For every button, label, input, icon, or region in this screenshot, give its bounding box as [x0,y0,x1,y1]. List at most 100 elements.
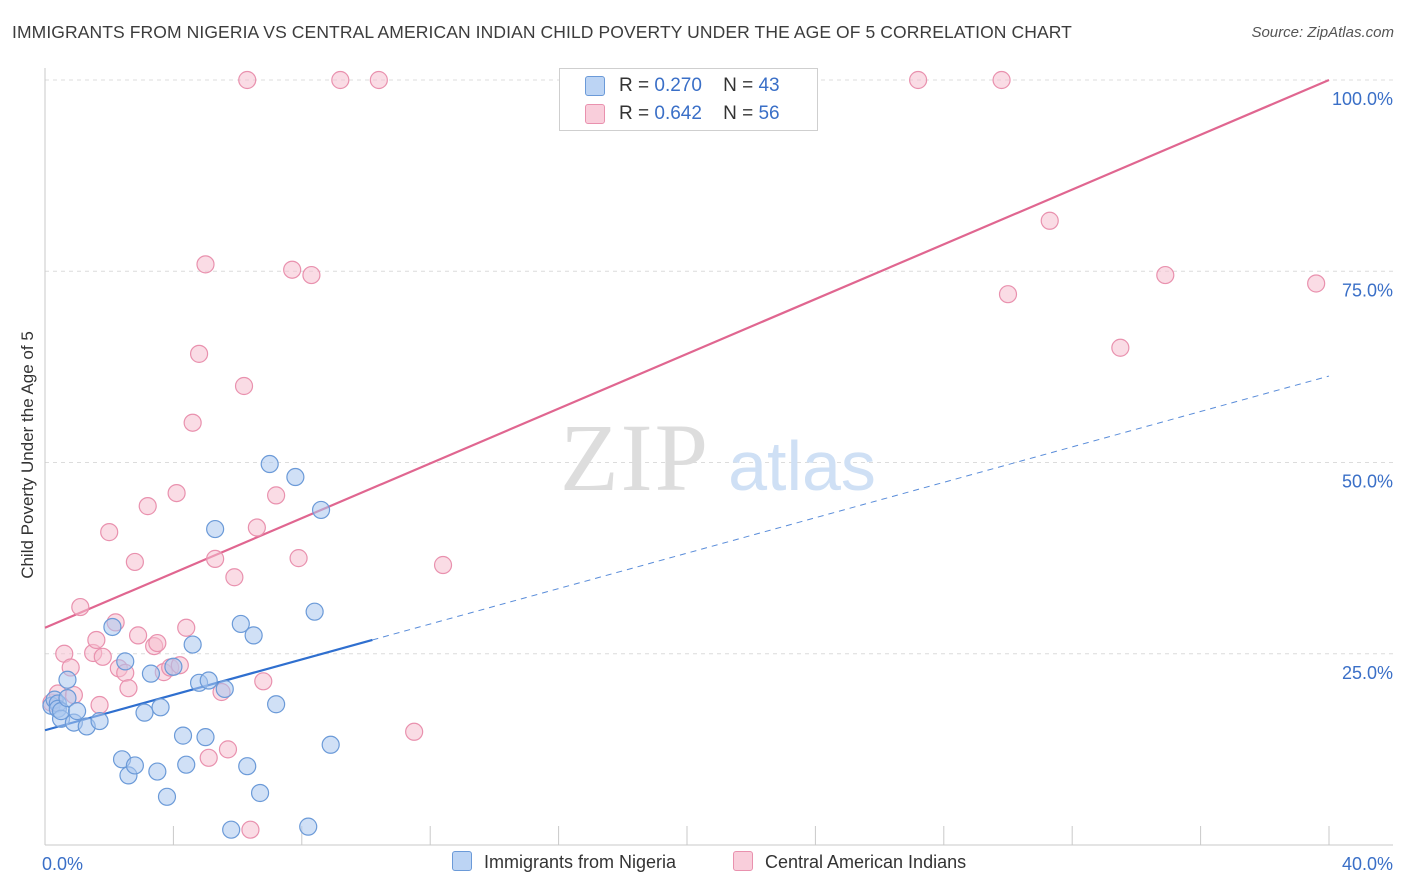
central-american-indians-point [1156,265,1175,285]
central-american-indians-point [128,626,148,645]
central-american-indians-point [302,265,321,285]
nigeria-swatch [585,76,605,96]
central-american-indians-point [183,413,202,432]
nigeria-point [125,756,144,775]
nigeria-point [116,652,135,671]
central-american-indians-point [254,672,273,691]
central-american-indians-point [1111,338,1130,357]
central-american-indians-point [167,484,186,503]
n-value-central-american-indians: 56 [758,103,780,124]
central-american-indians-point [177,618,196,637]
nigeria-point [299,817,318,836]
nigeria-point [206,519,225,539]
central-american-indians-point [433,555,453,575]
legend-item-central-american-indians[interactable]: Central American Indians [733,851,966,877]
nigeria-point [90,711,109,731]
central-american-indians-point [206,549,225,568]
central-american-indians-point [125,552,144,572]
chart-title: IMMIGRANTS FROM NIGERIA VS CENTRAL AMERI… [12,22,1072,42]
central-american-indians-point [90,695,109,715]
nigeria-point [148,762,167,781]
tick-labels: 25.0% 50.0% 75.0% 100.0% 0.0% 40.0% [42,89,1393,874]
central-american-indians-point [289,549,308,568]
r-value-central-american-indians: 0.642 [654,103,702,124]
central-american-indians-point [225,568,244,587]
n-label: N = [723,103,754,124]
central-american-indians-point [138,497,157,516]
central-american-indians-point [405,722,424,741]
central-american-indians-point [189,344,209,363]
watermark: ZIP atlas [560,404,876,511]
nigeria-point [173,726,193,745]
data-points [42,70,1326,839]
nigeria-point [67,702,87,721]
nigeria-point [58,670,77,689]
nigeria-point [321,735,340,754]
axes [44,68,1393,846]
nigeria-point [222,820,241,839]
nigeria-point [215,679,234,699]
nigeria-point [305,602,324,621]
nigeria-point [231,614,250,634]
y-tick-label: 100.0% [1332,89,1393,109]
nigeria-point [260,454,279,474]
nigeria-point [250,783,270,803]
central-american-indians-swatch [585,104,605,124]
central-american-indians-point [1040,211,1059,230]
nigeria-point [267,695,286,714]
nigeria-trend-line-extension [372,375,1330,641]
nigeria-point [199,671,218,690]
n-label: N = [723,75,754,96]
y-tick-label: 75.0% [1342,280,1393,300]
central-american-indians-point [234,376,254,396]
central-american-indians-point [87,630,106,650]
nigeria-point [135,703,154,722]
chart-source: Source: ZipAtlas.com [1251,24,1394,41]
central-american-indians-point [998,285,1018,304]
central-american-indians-point [238,70,257,90]
nigeria-point [244,626,263,645]
central-american-indians-point [369,70,388,90]
nigeria-point [164,657,183,676]
central-american-indians-point [71,597,90,617]
nigeria-point [177,755,196,774]
nigeria-point [58,689,77,708]
central-american-indians-point [247,518,266,537]
central-american-indians-point [100,523,119,542]
central-american-indians-point [331,70,350,90]
y-tick-label: 25.0% [1342,663,1393,683]
central-american-indians-point [196,255,215,274]
stats-legend: R = 0.270 N = 43 R = 0.642 N = 56 [559,68,818,131]
central-american-indians-point [283,260,302,279]
r-label: R = [619,75,650,96]
legend-label-central-american-indians: Central American Indians [765,852,967,872]
n-value-nigeria: 43 [758,75,780,96]
nigeria-point [157,787,177,806]
nigeria-point [286,467,305,487]
nigeria-point [196,728,215,747]
central-american-indians-trend-line [44,78,1330,629]
central-american-indians-point [992,70,1011,90]
watermark-atlas: atlas [728,427,876,505]
central-american-indians-point [1307,274,1326,293]
legend-item-nigeria[interactable]: Immigrants from Nigeria [452,851,676,877]
central-american-indians-point [93,647,112,666]
r-label: R = [619,103,650,124]
y-tick-label: 50.0% [1342,472,1393,492]
central-american-indians-point [148,633,167,653]
nigeria-point [141,664,161,683]
central-american-indians-point [199,748,218,767]
x-tick-label: 40.0% [1342,854,1393,874]
nigeria-point [103,617,122,637]
central-american-indians-point [119,679,138,698]
nigeria-point [183,635,202,654]
central-american-indians-point [218,740,238,759]
grid-lines [45,79,1393,655]
nigeria-point [151,698,170,717]
central-american-indians-point [909,70,928,90]
central-american-indians-point [241,820,260,839]
central-american-indians-legend-swatch [733,851,753,871]
central-american-indians-point [267,486,286,505]
watermark-zip: ZIP [560,404,710,511]
